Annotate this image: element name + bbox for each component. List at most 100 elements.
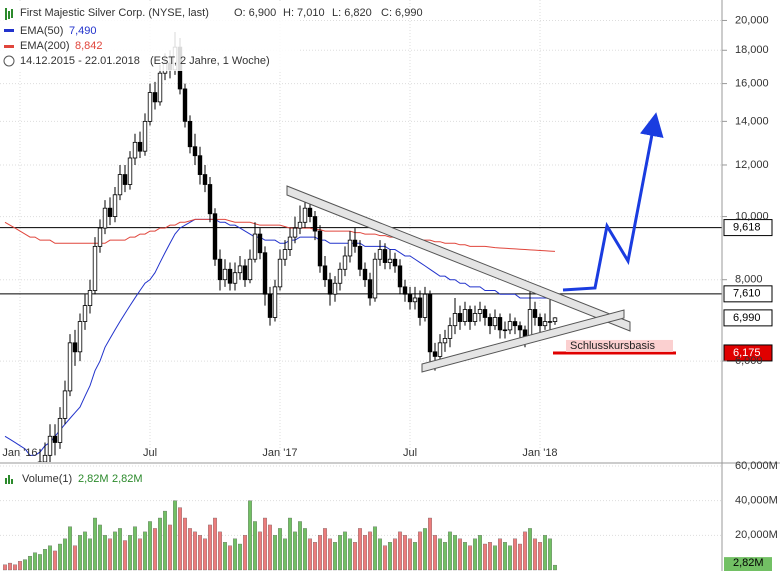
volume-bar	[128, 535, 132, 571]
volume-bar	[498, 538, 502, 571]
candle-body	[207, 184, 213, 215]
volume-bar	[453, 535, 457, 571]
x-tick-label: Jan '17	[262, 447, 297, 459]
volume-bar	[388, 542, 392, 571]
candle-body	[347, 239, 353, 257]
volume-bar	[143, 531, 147, 571]
candle-body	[392, 258, 398, 267]
volume-bar	[223, 542, 227, 571]
volume-bar	[468, 545, 472, 571]
volume-bar	[488, 542, 492, 571]
volume-bar	[403, 535, 407, 571]
annotation: Schlusskursbasis	[570, 340, 655, 352]
candle-body	[547, 321, 553, 323]
candle-body	[192, 146, 198, 157]
volume-bar	[233, 538, 237, 571]
candle-body	[452, 313, 458, 327]
volume-bar	[503, 542, 507, 571]
candle-body	[542, 321, 548, 327]
ohlc: L: 6,820	[332, 7, 372, 19]
volume-bar	[333, 542, 337, 571]
volume-bar	[263, 517, 267, 571]
volume-bar	[343, 531, 347, 571]
volume-bar	[323, 528, 327, 571]
price-tag	[723, 285, 773, 303]
candle-body	[402, 286, 408, 295]
candle-body	[482, 309, 488, 318]
volume-bar	[253, 521, 257, 571]
volume-bar	[188, 528, 192, 571]
candle-body	[382, 249, 388, 263]
volume-bar	[108, 538, 112, 571]
volume-bar	[183, 517, 187, 571]
legend-value: 7,490	[69, 25, 97, 37]
volume-bar	[508, 545, 512, 571]
candle-body	[472, 313, 478, 322]
y-tick-label: 14,000	[735, 115, 769, 127]
candle-body	[512, 321, 518, 327]
volume-bar	[248, 500, 252, 571]
volume-bar	[168, 524, 172, 571]
y-tick-label: 40,000M	[735, 495, 778, 507]
candle-body	[437, 342, 443, 357]
volume-bar	[58, 543, 62, 571]
y-tick-label: 20,000	[735, 14, 769, 26]
candle-body	[327, 279, 333, 295]
candle-body	[322, 265, 328, 281]
candle-body	[13, 548, 17, 557]
volume-bar	[78, 535, 82, 571]
price-plot	[0, 0, 722, 557]
x-tick-label: Jan '16	[2, 447, 37, 459]
candle-body	[42, 454, 48, 462]
volume-bar	[88, 538, 92, 571]
ema-line	[4, 218, 555, 456]
y-tick-label: 12,000	[735, 159, 769, 171]
legend-label: EMA(200)	[20, 40, 70, 52]
volume-bar	[458, 538, 462, 571]
candle-body	[357, 245, 363, 270]
header: First Majestic Silver Corp. (NYSE, last)…	[0, 3, 423, 71]
volume-tag	[724, 557, 772, 571]
candle-body	[3, 530, 7, 539]
ohlc: H: 7,010	[283, 7, 325, 19]
candle-body	[332, 282, 338, 295]
candle-body	[277, 258, 283, 288]
volume-bar	[3, 564, 7, 571]
candle-body	[122, 174, 128, 185]
price-tag-label: 6,990	[733, 312, 761, 324]
volume-bar	[318, 535, 322, 571]
volume-bar	[243, 535, 247, 571]
volume-bar	[213, 517, 217, 571]
volume-tag-label: 2,82M	[733, 557, 764, 569]
volume-bar	[133, 526, 137, 571]
candle-body	[497, 317, 503, 331]
candle-body	[447, 325, 453, 339]
y-tick-label: 16,000	[735, 77, 769, 89]
candle-body	[232, 272, 238, 284]
volume-bar	[238, 543, 242, 571]
price-tag-label: 9,618	[733, 221, 761, 233]
volume-bar	[413, 542, 417, 571]
volume-bar	[123, 540, 127, 571]
candle-body	[87, 290, 93, 307]
volume-bar	[348, 538, 352, 571]
candle-body	[407, 293, 413, 303]
volume-bar	[218, 531, 222, 571]
candle-body	[152, 92, 158, 103]
volume-header: Volume(1) 2,82M 2,82M	[5, 473, 143, 485]
volume-bar	[228, 545, 232, 571]
candle-body	[297, 221, 303, 229]
legend-label: EMA(50)	[20, 25, 63, 37]
date-range: 14.12.2015 - 22.01.2018	[20, 55, 140, 67]
volume-bar	[538, 542, 542, 571]
candle-body	[157, 72, 163, 103]
volume-bar	[423, 528, 427, 571]
y-tick-label: 18,000	[735, 44, 769, 56]
candle-body	[362, 268, 368, 281]
candle-body	[427, 293, 433, 353]
x-tick-label: Jan '18	[522, 447, 557, 459]
candle-body	[457, 313, 463, 322]
candle-body	[387, 258, 393, 263]
candle-body	[372, 258, 378, 299]
